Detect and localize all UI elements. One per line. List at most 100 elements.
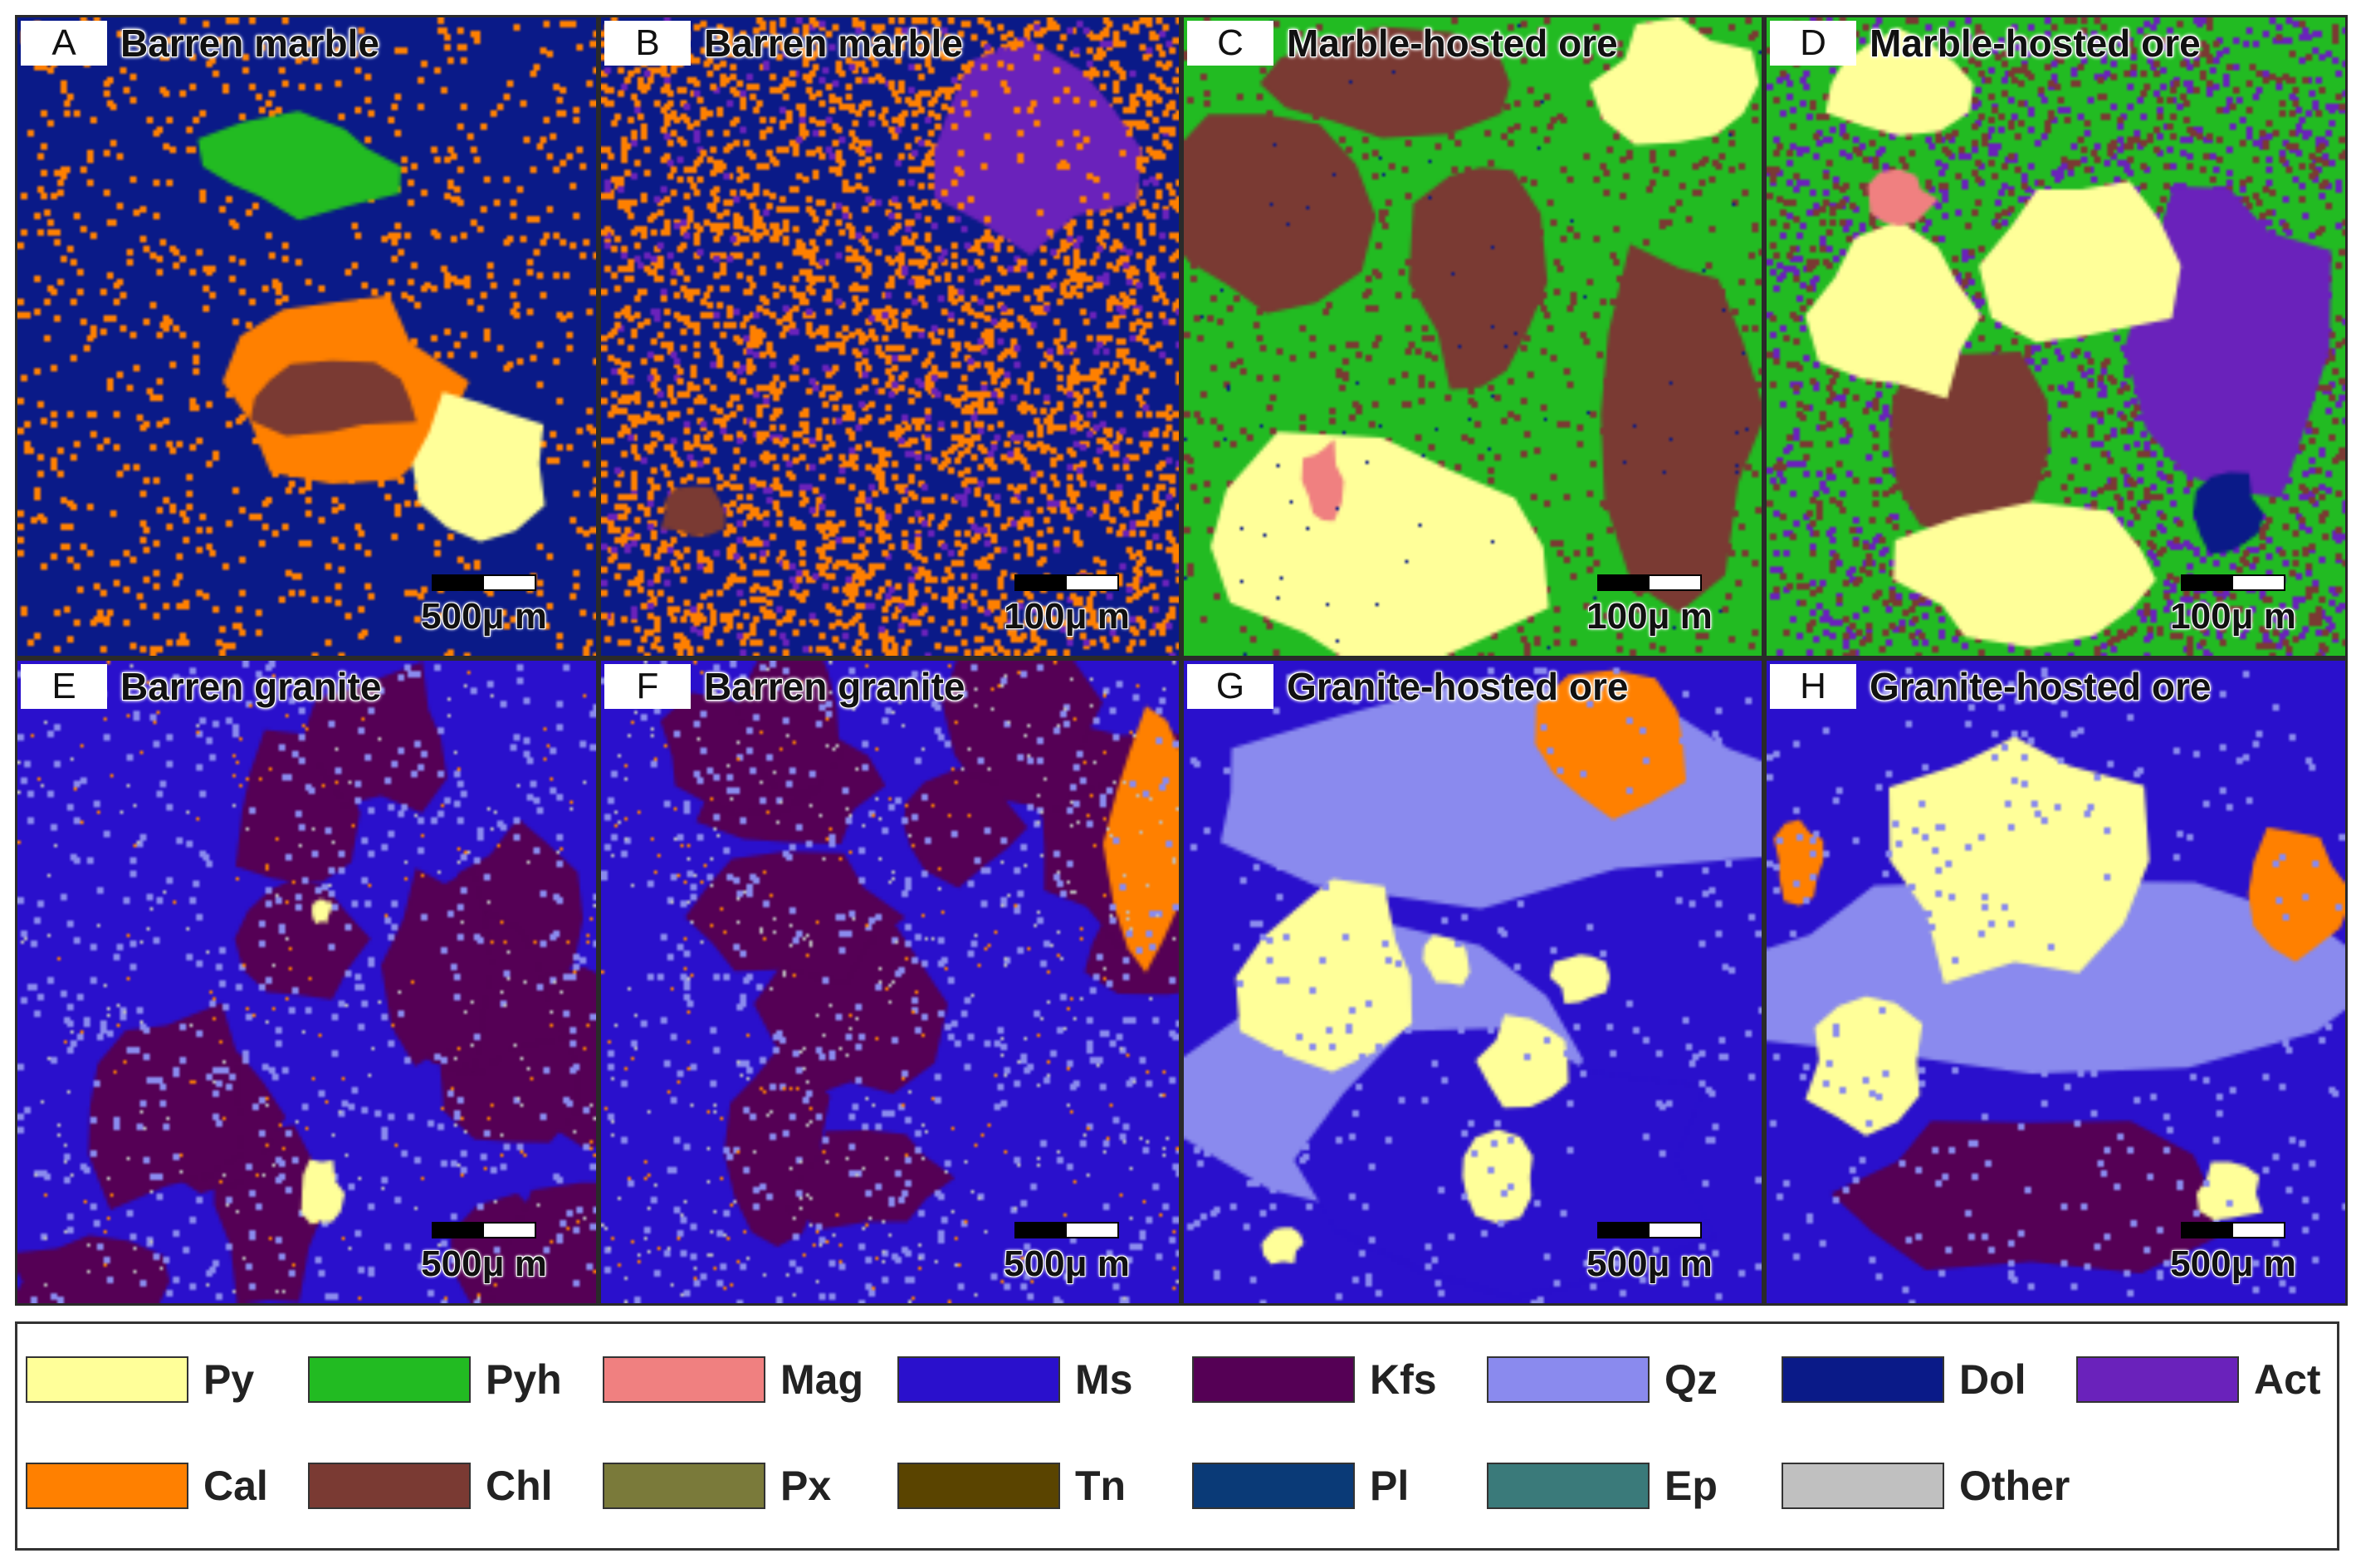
mineral-map-image — [1767, 661, 2345, 1303]
legend-swatch — [897, 1356, 1060, 1403]
panel-a: A Barren marble 500μ m — [15, 15, 599, 658]
scale-bar: 100μ m — [2154, 574, 2312, 637]
panel-title: Barren granite — [120, 665, 382, 708]
panel-title: Barren marble — [704, 22, 963, 65]
scale-bar-graphic — [432, 1222, 536, 1238]
panel-header: B Barren marble — [604, 21, 963, 66]
legend-swatch — [603, 1463, 765, 1509]
scale-bar-graphic — [1014, 1222, 1119, 1238]
mineral-map-image — [601, 661, 1179, 1303]
legend-swatch — [1192, 1463, 1355, 1509]
mineral-map-image — [1767, 17, 2345, 656]
legend-swatch — [1487, 1463, 1650, 1509]
scale-bar: 100μ m — [1571, 574, 1728, 637]
legend-item-cal: Cal — [26, 1460, 268, 1512]
legend-item-tn: Tn — [897, 1460, 1126, 1512]
legend-label: Px — [780, 1463, 832, 1509]
panel-header: C Marble-hosted ore — [1187, 21, 1618, 66]
mineral-map-image — [17, 17, 596, 656]
panel-letter: C — [1187, 21, 1273, 66]
panel-letter: H — [1770, 664, 1856, 709]
panel-letter: E — [21, 664, 107, 709]
panel-title: Barren granite — [704, 665, 965, 708]
scale-label: 500μ m — [2170, 1243, 2296, 1284]
legend-swatch — [1487, 1356, 1650, 1403]
scale-label: 500μ m — [1004, 1243, 1130, 1284]
legend-item-other: Other — [1782, 1460, 2070, 1512]
panel-c: C Marble-hosted ore 100μ m — [1181, 15, 1764, 658]
legend-swatch — [603, 1356, 765, 1403]
panel-header: A Barren marble — [21, 21, 379, 66]
legend-label: Ms — [1075, 1356, 1133, 1403]
legend-label: Pl — [1370, 1463, 1410, 1509]
panel-header: E Barren granite — [21, 664, 381, 709]
legend-item-mag: Mag — [603, 1354, 863, 1405]
panel-header: F Barren granite — [604, 664, 965, 709]
legend-item-ep: Ep — [1487, 1460, 1718, 1512]
scale-bar: 100μ m — [988, 574, 1146, 637]
panel-h: H Granite-hosted ore 500μ m — [1764, 658, 2348, 1306]
scale-label: 100μ m — [1586, 596, 1713, 637]
legend-label: Py — [203, 1356, 255, 1403]
scale-label: 100μ m — [2170, 596, 2296, 637]
panel-letter: B — [604, 21, 691, 66]
legend-swatch — [308, 1356, 471, 1403]
panel-b: B Barren marble 100μ m — [599, 15, 1181, 658]
scale-label: 500μ m — [421, 1243, 547, 1284]
legend-item-px: Px — [603, 1460, 831, 1512]
legend-swatch — [1782, 1463, 1944, 1509]
legend-item-dol: Dol — [1782, 1354, 2026, 1405]
panel-letter: G — [1187, 664, 1273, 709]
legend-swatch — [308, 1463, 471, 1509]
scale-bar: 500μ m — [988, 1222, 1146, 1285]
legend-label: Cal — [203, 1463, 268, 1509]
scale-bar-graphic — [1597, 1222, 1702, 1238]
panel-d: D Marble-hosted ore 100μ m — [1764, 15, 2348, 658]
panel-g: G Granite-hosted ore 500μ m — [1181, 658, 1764, 1306]
mineral-map-image — [1184, 17, 1762, 656]
legend-label: Chl — [486, 1463, 553, 1509]
legend-item-qz: Qz — [1487, 1354, 1718, 1405]
panel-header: H Granite-hosted ore — [1770, 664, 2212, 709]
legend-swatch — [897, 1463, 1060, 1509]
legend-item-kfs: Kfs — [1192, 1354, 1437, 1405]
scale-bar: 500μ m — [1571, 1222, 1728, 1285]
scale-bar-graphic — [432, 574, 536, 591]
legend-item-pl: Pl — [1192, 1460, 1409, 1512]
legend-label: Ep — [1664, 1463, 1718, 1509]
panel-letter: A — [21, 21, 107, 66]
legend-swatch — [1192, 1356, 1355, 1403]
panel-title: Granite-hosted ore — [1870, 665, 2212, 708]
scale-bar-graphic — [1597, 574, 1702, 591]
legend-label: Act — [2254, 1356, 2321, 1403]
legend-item-py: Py — [26, 1354, 254, 1405]
legend-label: Kfs — [1370, 1356, 1437, 1403]
legend-item-ms: Ms — [897, 1354, 1132, 1405]
panel-title: Granite-hosted ore — [1287, 665, 1629, 708]
mineral-legend: Py Pyh Mag Ms Kfs Qz Dol Act Cal Chl Px Tn Pl Ep Other — [15, 1321, 2339, 1551]
mineral-map-image — [1184, 661, 1762, 1303]
legend-item-pyh: Pyh — [308, 1354, 562, 1405]
legend-label: Qz — [1664, 1356, 1718, 1403]
legend-label: Dol — [1959, 1356, 2026, 1403]
scale-label: 100μ m — [1004, 596, 1130, 637]
panel-title: Barren marble — [120, 22, 379, 65]
legend-swatch — [2076, 1356, 2239, 1403]
mineral-map-image — [601, 17, 1179, 656]
scale-bar: 500μ m — [405, 574, 563, 637]
mineral-map-image — [17, 661, 596, 1303]
scale-bar-graphic — [2181, 574, 2285, 591]
legend-label: Mag — [780, 1356, 863, 1403]
panel-title: Marble-hosted ore — [1287, 22, 1618, 65]
scale-bar: 500μ m — [405, 1222, 563, 1285]
legend-item-chl: Chl — [308, 1460, 553, 1512]
legend-item-act: Act — [2076, 1354, 2321, 1405]
scale-bar: 500μ m — [2154, 1222, 2312, 1285]
legend-label: Other — [1959, 1463, 2070, 1509]
panel-title: Marble-hosted ore — [1870, 22, 2201, 65]
panel-header: D Marble-hosted ore — [1770, 21, 2201, 66]
mineral-map-grid: A Barren marble 500μ m B Barren marble 100μ m… — [15, 15, 2348, 1306]
legend-label: Pyh — [486, 1356, 562, 1403]
panel-letter: F — [604, 664, 691, 709]
panel-letter: D — [1770, 21, 1856, 66]
